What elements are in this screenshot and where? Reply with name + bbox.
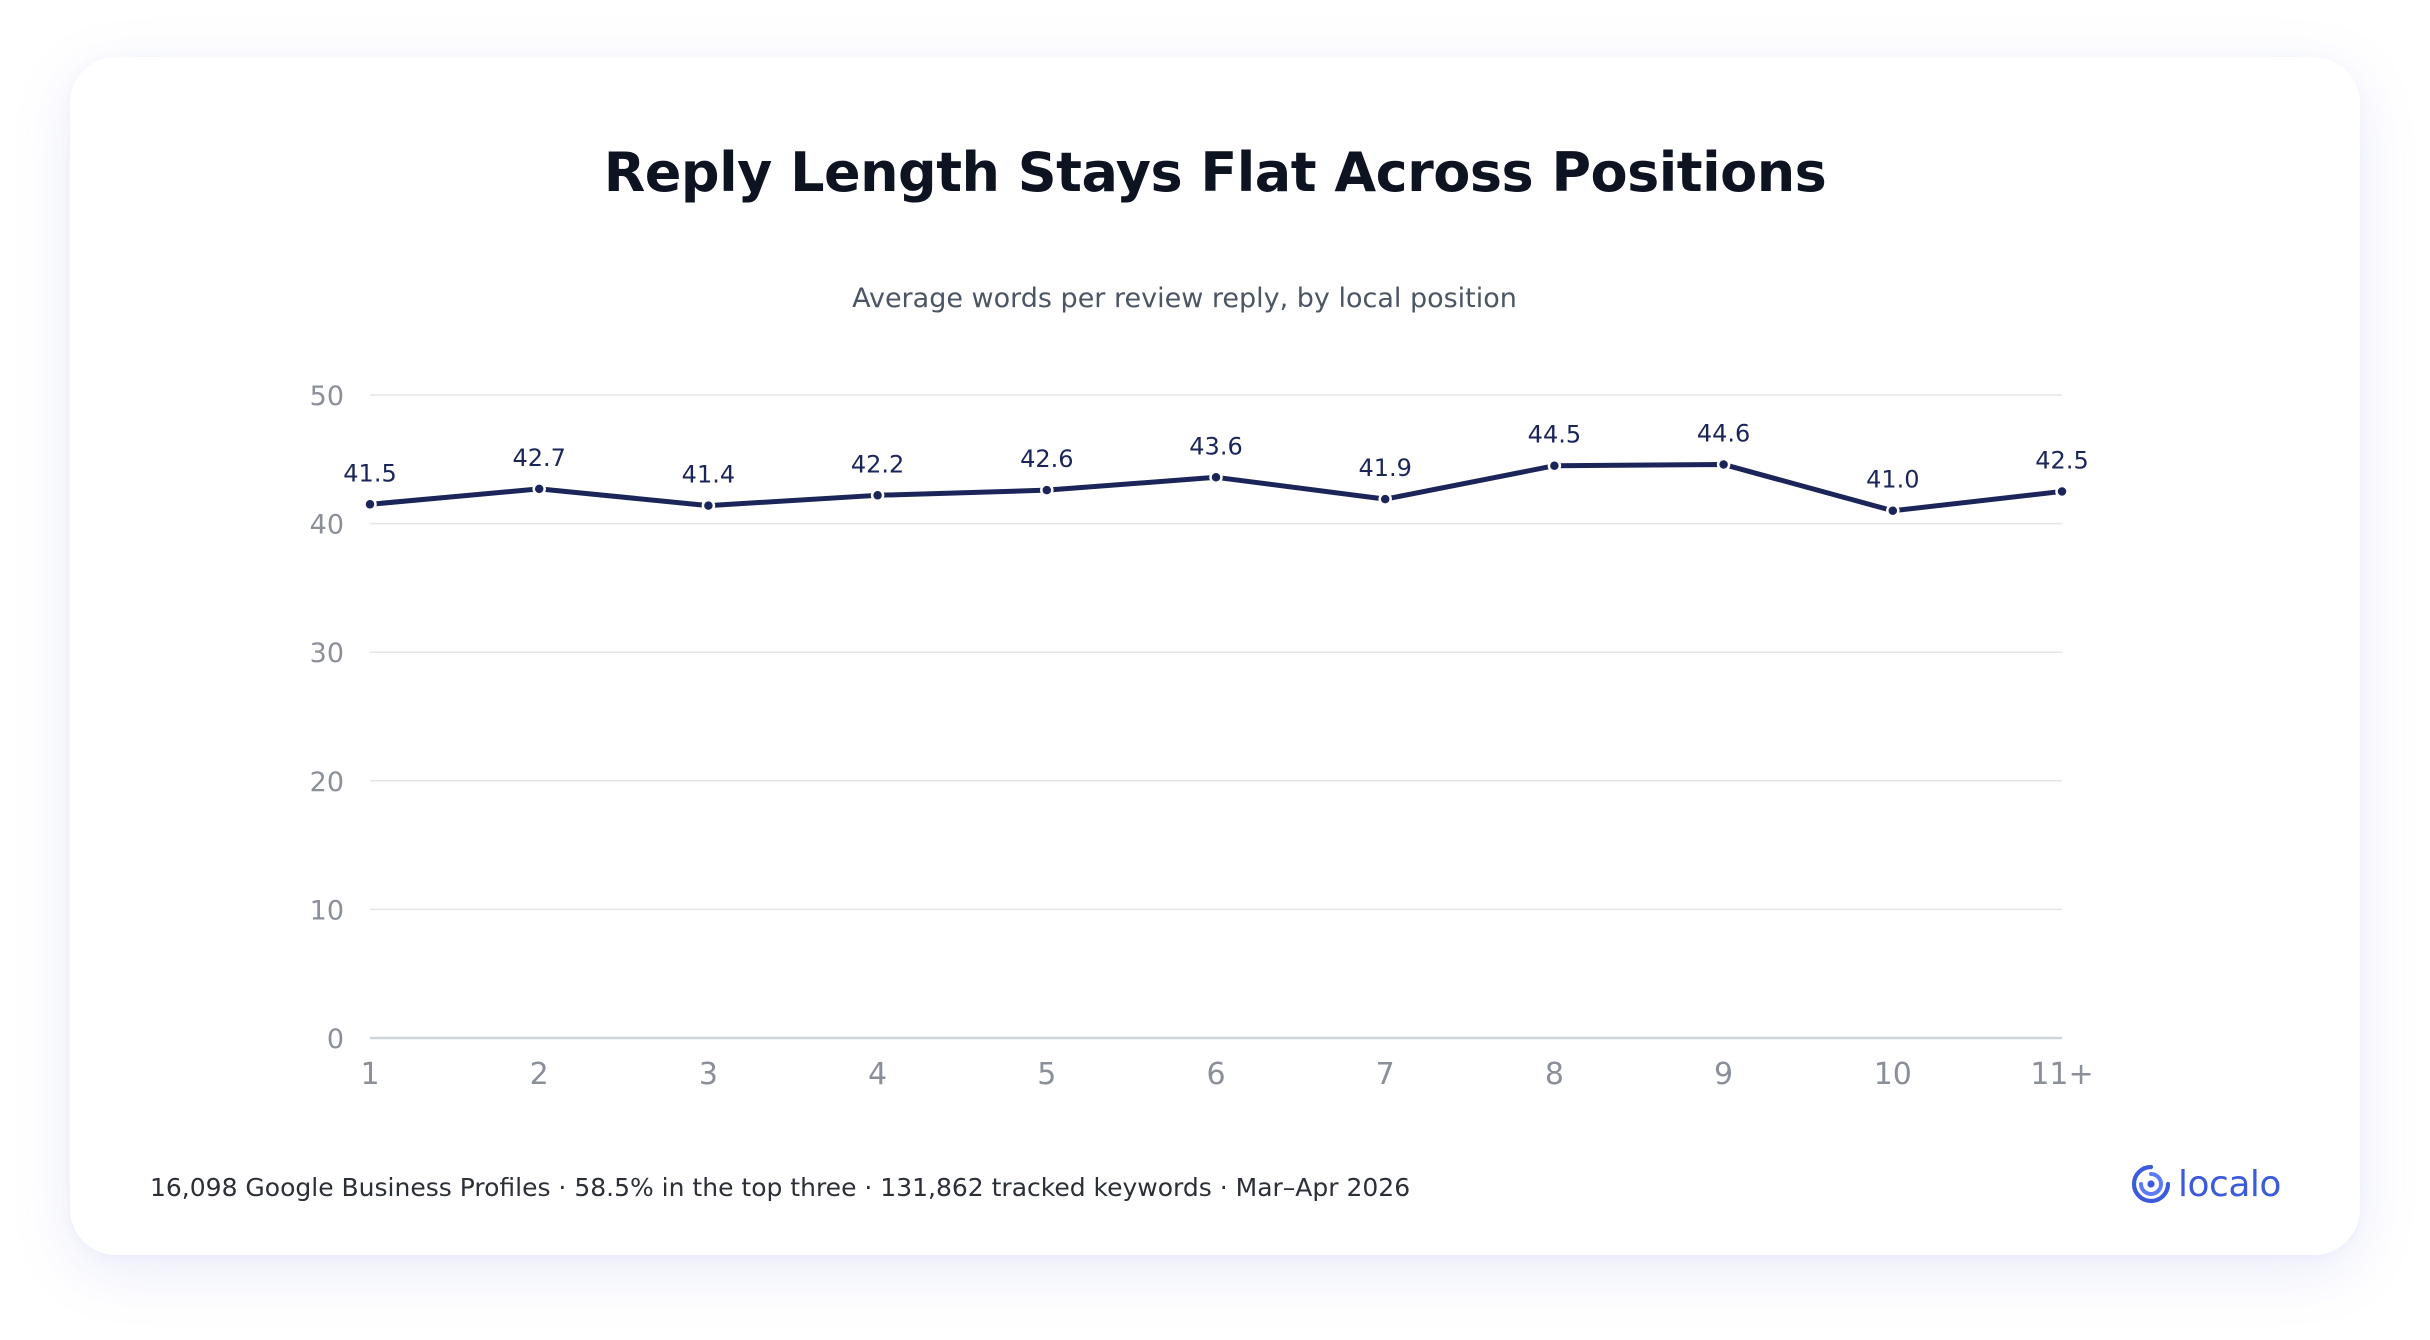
y-axis-ticks: 0 10 20 30 40 50 (310, 381, 344, 1055)
x-tick-label: 3 (699, 1057, 718, 1092)
data-label: 41.9 (1358, 454, 1411, 482)
x-tick-label: 1 (360, 1057, 379, 1092)
data-point (2055, 484, 2069, 499)
data-point (1547, 458, 1562, 473)
x-axis-ticks: 1 2 3 4 5 6 7 8 9 10 11+ (360, 1057, 2093, 1092)
y-tick-label: 30 (310, 638, 344, 669)
data-label: 42.5 (2035, 446, 2088, 474)
data-label: 41.5 (343, 459, 396, 487)
data-point (1716, 457, 1731, 472)
gridlines (370, 394, 2062, 1040)
data-points (363, 457, 2069, 518)
data-point (701, 498, 716, 513)
brand-name: localo (2178, 1163, 2281, 1205)
x-tick-label: 7 (1376, 1057, 1395, 1092)
y-tick-label: 10 (310, 895, 344, 926)
data-label: 42.7 (512, 444, 565, 472)
data-label: 44.6 (1697, 419, 1750, 447)
data-label: 43.6 (1189, 432, 1242, 460)
data-point (870, 488, 885, 503)
x-tick-label: 10 (1874, 1057, 1912, 1092)
data-point (532, 482, 546, 496)
y-tick-label: 50 (310, 381, 344, 412)
x-tick-label: 2 (530, 1057, 549, 1092)
data-label: 41.0 (1866, 466, 1919, 494)
x-tick-label: 11+ (2030, 1057, 2093, 1092)
x-tick-label: 8 (1545, 1057, 1564, 1092)
x-tick-label: 4 (868, 1057, 887, 1092)
chart-card: Reply Length Stays Flat Across Positions… (70, 57, 2360, 1255)
data-point (363, 497, 377, 512)
data-point (1209, 470, 1223, 485)
footer-note: 16,098 Google Business Profiles · 58.5% … (150, 1173, 1411, 1202)
data-label: 41.4 (682, 461, 735, 489)
y-tick-label: 0 (327, 1024, 344, 1055)
brand-logo: localo (2128, 1158, 2281, 1210)
data-point (1040, 483, 1054, 497)
data-labels: 41.5 42.7 41.4 42.2 42.6 43.6 41.9 44.5 44.6 41.0… (343, 419, 2088, 493)
x-tick-label: 6 (1206, 1057, 1225, 1092)
x-tick-label: 5 (1037, 1057, 1056, 1092)
x-tick-label: 9 (1714, 1057, 1733, 1092)
localo-logo-icon (2131, 1164, 2171, 1204)
data-label: 42.2 (851, 450, 904, 478)
data-point (1378, 492, 1392, 506)
y-tick-label: 40 (310, 510, 344, 541)
data-label: 44.5 (1528, 421, 1581, 449)
chart-title: Reply Length Stays Flat Across Positions (603, 141, 1827, 204)
data-label: 42.6 (1020, 445, 1073, 473)
chart-subtitle: Average words per review reply, by local… (852, 283, 1517, 314)
y-tick-label: 20 (310, 767, 344, 798)
data-point (1886, 503, 1900, 518)
